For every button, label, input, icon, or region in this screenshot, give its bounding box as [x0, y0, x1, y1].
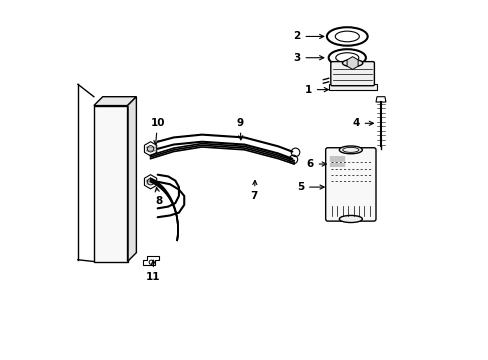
- Ellipse shape: [342, 59, 362, 67]
- Polygon shape: [144, 175, 156, 189]
- Text: 1: 1: [304, 85, 328, 95]
- Text: 11: 11: [146, 260, 161, 282]
- Text: 9: 9: [236, 118, 244, 140]
- Text: 6: 6: [306, 159, 325, 169]
- Text: 3: 3: [293, 53, 323, 63]
- Polygon shape: [330, 151, 343, 159]
- Polygon shape: [144, 142, 156, 156]
- Polygon shape: [143, 256, 159, 265]
- Polygon shape: [346, 57, 357, 69]
- Text: 2: 2: [293, 31, 323, 41]
- Polygon shape: [94, 97, 136, 105]
- Text: 8: 8: [155, 188, 162, 206]
- Polygon shape: [94, 105, 127, 261]
- Text: 7: 7: [250, 180, 258, 201]
- Text: 5: 5: [296, 182, 324, 192]
- Text: 10: 10: [150, 118, 164, 145]
- Text: 4: 4: [351, 118, 373, 128]
- Polygon shape: [127, 97, 136, 261]
- Ellipse shape: [339, 146, 362, 154]
- Polygon shape: [375, 97, 385, 102]
- Ellipse shape: [339, 215, 362, 222]
- Polygon shape: [329, 155, 345, 168]
- Polygon shape: [328, 84, 376, 90]
- FancyBboxPatch shape: [325, 148, 375, 221]
- FancyBboxPatch shape: [330, 62, 374, 86]
- Circle shape: [149, 260, 153, 264]
